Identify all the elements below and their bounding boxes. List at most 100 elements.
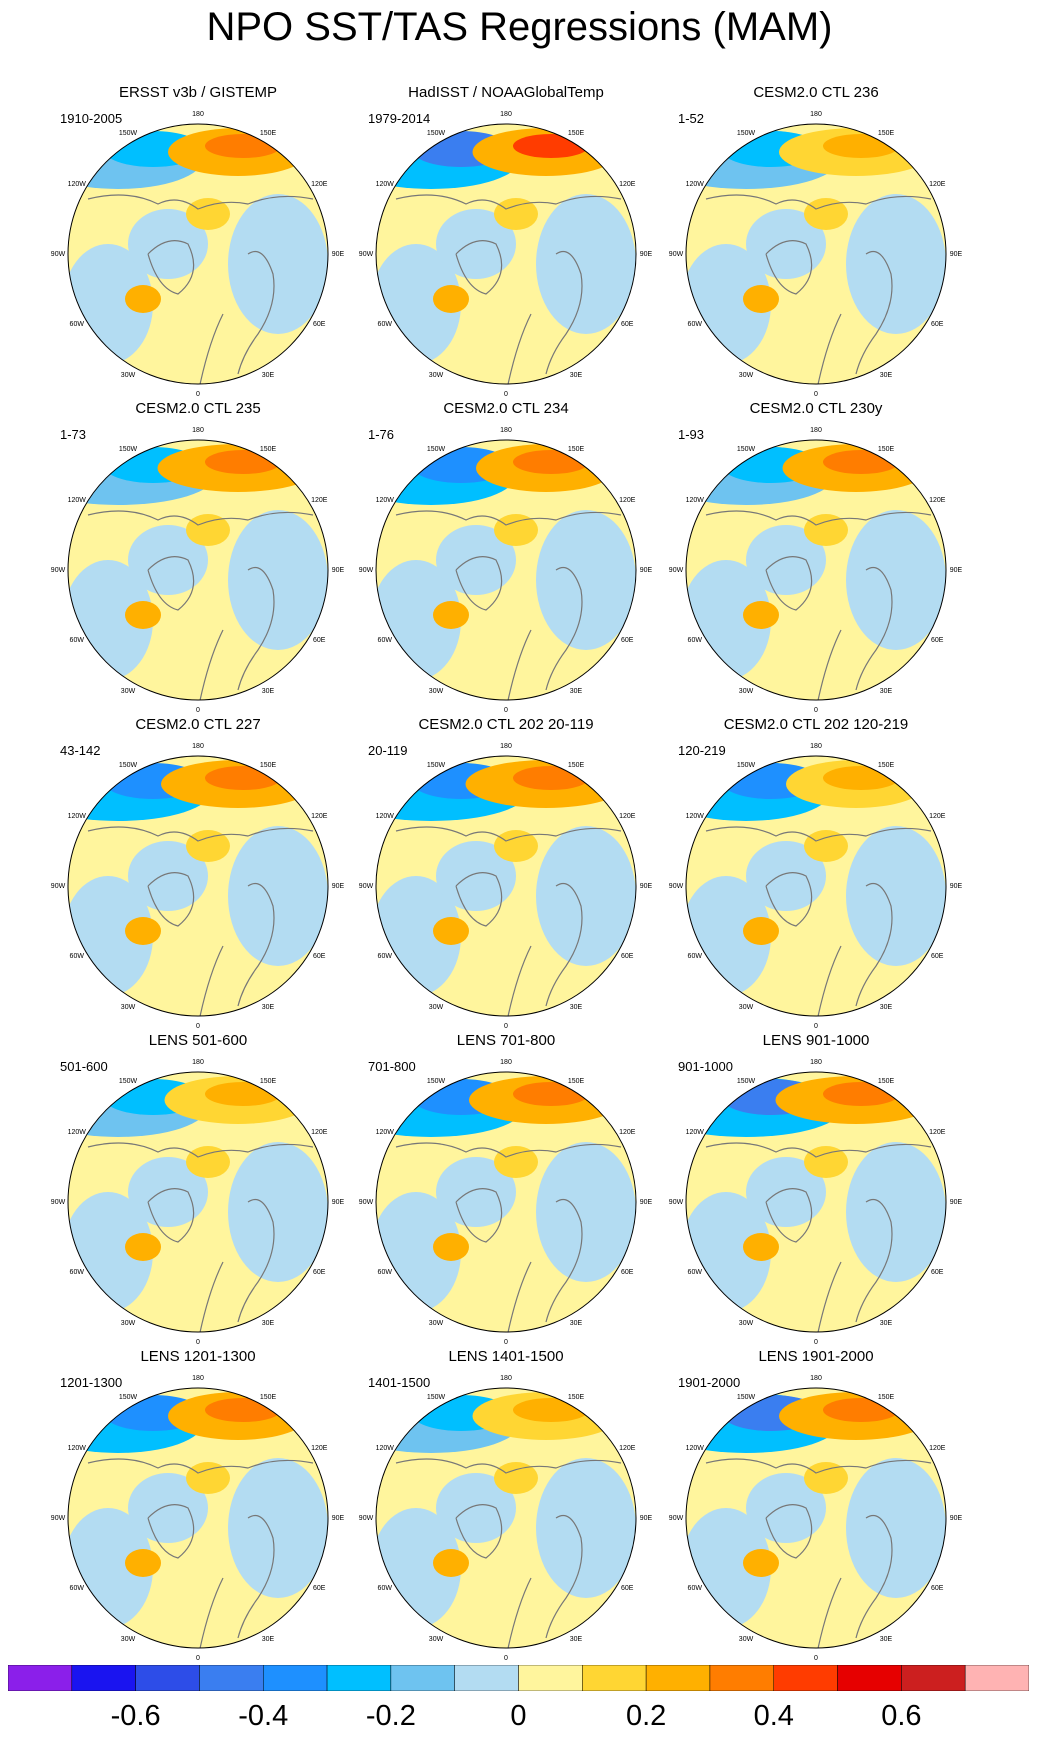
longitude-label: 90W [51, 251, 66, 258]
longitude-label: 60E [621, 953, 634, 960]
anomaly-contour [846, 1142, 946, 1282]
longitude-label: 180 [810, 1059, 822, 1066]
longitude-label: 60W [378, 1585, 393, 1592]
anomaly-contour [766, 1595, 866, 1631]
longitude-label: 60E [313, 1269, 326, 1276]
longitude-label: 30W [121, 1636, 136, 1643]
colorbar-swatch [773, 1665, 838, 1691]
longitude-label: 90W [359, 251, 374, 258]
longitude-label: 0 [196, 1339, 200, 1346]
anomaly-contour [743, 917, 779, 945]
longitude-label: 60E [621, 1269, 634, 1276]
anomaly-contour [746, 1157, 826, 1227]
longitude-label: 150W [737, 1078, 756, 1085]
map-boundary [375, 1387, 637, 1649]
map-boundary [67, 439, 329, 701]
longitude-label: 150W [119, 1394, 138, 1401]
longitude-label: 90W [669, 1199, 684, 1206]
polar-map: 180 150E 120E 90E 60E 30E 0 30W 60W 90W 120W 150W [51, 1375, 345, 1662]
longitude-label: 0 [196, 391, 200, 398]
anomaly-contour [436, 1473, 516, 1543]
longitude-label: 120W [686, 181, 705, 188]
longitude-label: 180 [810, 427, 822, 434]
longitude-label: 30W [429, 1636, 444, 1643]
longitude-label: 120W [376, 181, 395, 188]
anomaly-contour [128, 1473, 208, 1543]
map-boundary [685, 1071, 947, 1333]
longitude-label: 120W [686, 497, 705, 504]
longitude-label: 0 [814, 1339, 818, 1346]
map-boundary [685, 439, 947, 701]
longitude-label: 150E [260, 446, 277, 453]
longitude-label: 90E [332, 883, 345, 890]
panel-title: LENS 701-800 [456, 1032, 556, 1049]
map-panel: LENS 1401-1500 1401-1500 180 150E 120E 90E 60E… [356, 1348, 656, 1666]
map-panel: LENS 1901-2000 1901-2000 180 150E 120E 90E 60E… [666, 1348, 966, 1666]
longitude-label: 150W [427, 446, 446, 453]
map-panel: CESM2.0 CTL 230y 1-93 180 150E 120E 90E 60E 30E… [666, 400, 966, 718]
colorbar-swatch [837, 1665, 902, 1691]
colorbar [8, 1665, 1029, 1691]
panel-title: CESM2.0 CTL 235 [135, 400, 261, 417]
longitude-label: 150W [119, 762, 138, 769]
longitude-label: 150E [878, 446, 895, 453]
anomaly-contour [228, 194, 328, 334]
anomaly-contour [536, 1142, 636, 1282]
colorbar-swatch [901, 1665, 966, 1691]
anomaly-contour [186, 1146, 230, 1178]
longitude-label: 60W [378, 637, 393, 644]
map-panel: CESM2.0 CTL 202 20-119 20-119 180 150E 120E 9… [356, 716, 656, 1034]
map-panel: LENS 1201-1300 1201-1300 180 150E 120E 90E 60E… [48, 1348, 348, 1666]
longitude-label: 150E [568, 1394, 585, 1401]
longitude-label: 60E [313, 1585, 326, 1592]
longitude-label: 90E [332, 1515, 345, 1522]
longitude-label: 30E [880, 372, 893, 379]
map-boundary [375, 755, 637, 1017]
longitude-label: 60W [70, 953, 85, 960]
colorbar-swatch [71, 1665, 136, 1691]
longitude-label: 60E [931, 953, 944, 960]
panel-years: 1-76 [368, 427, 395, 442]
anomaly-contour [766, 963, 866, 999]
anomaly-contour [804, 1146, 848, 1178]
longitude-label: 60E [313, 637, 326, 644]
anomaly-contour [494, 830, 538, 862]
longitude-label: 90E [950, 883, 963, 890]
longitude-label: 150E [878, 1078, 895, 1085]
panel-years: 1910-2005 [60, 111, 123, 126]
longitude-label: 150W [119, 446, 138, 453]
anomaly-contour [228, 826, 328, 966]
coastlines [87, 1142, 314, 1332]
panel-title: CESM2.0 CTL 230y [749, 400, 883, 417]
longitude-label: 150W [737, 762, 756, 769]
anomaly-contour [186, 1462, 230, 1494]
longitude-label: 0 [504, 391, 508, 398]
anomaly-contour [536, 510, 636, 650]
longitude-label: 60W [378, 953, 393, 960]
longitude-label: 120E [619, 181, 636, 188]
anomaly-contour [846, 1458, 946, 1598]
longitude-label: 30W [429, 688, 444, 695]
anomaly-contour [228, 1458, 328, 1598]
anomaly-contour [743, 601, 779, 629]
anomaly-contour [743, 1233, 779, 1261]
longitude-label: 90W [669, 883, 684, 890]
coastlines [705, 510, 932, 700]
map-boundary [375, 439, 637, 701]
longitude-label: 120W [68, 1129, 87, 1136]
longitude-label: 150W [737, 446, 756, 453]
anomaly-contour [433, 1549, 469, 1577]
longitude-label: 90W [51, 1199, 66, 1206]
panel-title: CESM2.0 CTL 234 [443, 400, 569, 417]
longitude-label: 150E [260, 130, 277, 137]
longitude-label: 90W [669, 567, 684, 574]
anomaly-contour [148, 647, 248, 683]
longitude-label: 150W [119, 1078, 138, 1085]
longitude-label: 90W [359, 1515, 374, 1522]
polar-map: 180 150E 120E 90E 60E 30E 0 30W 60W 90W 120W 150W [51, 427, 345, 714]
longitude-label: 120W [68, 497, 87, 504]
longitude-label: 30W [739, 1320, 754, 1327]
anomaly-contour [536, 1458, 636, 1598]
longitude-label: 90E [640, 567, 653, 574]
longitude-label: 120E [929, 813, 946, 820]
